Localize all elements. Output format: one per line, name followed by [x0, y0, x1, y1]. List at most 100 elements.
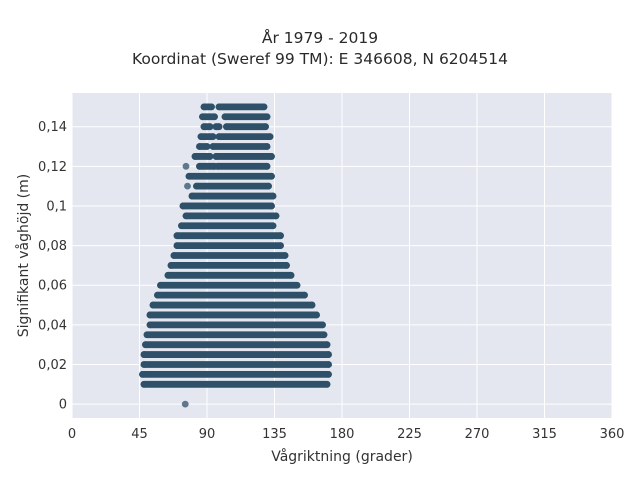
data-point: [140, 380, 148, 388]
data-point: [196, 143, 203, 150]
data-point: [197, 133, 205, 140]
x-tick-label: 0: [68, 427, 76, 442]
data-point: [211, 113, 218, 121]
data-point: [173, 232, 181, 240]
x-axis-ticks: 0 45 90 135 180 225 270 315 360: [68, 427, 625, 442]
data-point: [181, 400, 189, 408]
data-point: [139, 371, 146, 378]
data-point: [146, 321, 154, 329]
chart-subtitle: Koordinat (Sweref 99 TM): E 346608, N 62…: [132, 50, 508, 68]
data-point: [281, 252, 289, 259]
data-point: [293, 281, 301, 289]
data-point: [203, 143, 211, 150]
data-point: [263, 113, 271, 121]
data-point: [277, 232, 284, 240]
data-point: [263, 162, 271, 170]
y-axis-label: Signifikant våghöjd (m): [15, 174, 32, 337]
data-point: [170, 252, 178, 259]
y-tick-label: 0,02: [38, 358, 67, 373]
x-tick-label: 45: [131, 427, 148, 442]
data-point: [287, 271, 295, 279]
data-point: [149, 301, 157, 309]
data-point: [269, 222, 277, 230]
data-point: [308, 301, 316, 309]
data-point: [268, 153, 275, 160]
data-point: [215, 123, 223, 131]
x-tick-label: 225: [397, 427, 422, 442]
data-point: [320, 331, 328, 339]
data-point: [200, 103, 208, 111]
data-points: [139, 103, 332, 408]
data-point: [199, 113, 206, 121]
data-point: [193, 182, 200, 190]
data-point: [268, 172, 275, 180]
data-point: [200, 123, 208, 131]
data-point: [146, 311, 154, 319]
data-point: [277, 242, 284, 249]
y-tick-label: 0,1: [46, 199, 67, 214]
data-point: [325, 361, 332, 368]
x-tick-label: 315: [532, 427, 557, 442]
x-tick-label: 180: [330, 427, 355, 442]
data-point: [164, 271, 172, 279]
data-point: [262, 123, 269, 131]
data-point: [140, 361, 148, 368]
data-point: [265, 182, 272, 190]
data-point: [214, 162, 221, 170]
data-point: [196, 162, 203, 170]
data-point: [215, 133, 223, 140]
data-point: [208, 103, 215, 111]
y-axis-ticks: 0 0,02 0,04 0,06 0,08 0,1 0,12 0,14: [38, 120, 67, 412]
data-point: [221, 113, 229, 121]
data-point: [209, 143, 217, 150]
data-point: [157, 281, 164, 289]
data-point: [263, 143, 271, 150]
x-tick-label: 90: [199, 427, 216, 442]
data-point: [154, 291, 161, 299]
data-point: [206, 123, 214, 131]
data-point: [283, 262, 290, 269]
data-point: [206, 153, 214, 160]
data-point: [268, 202, 275, 210]
data-point: [215, 103, 223, 111]
data-point: [182, 212, 190, 220]
data-point: [272, 212, 280, 220]
x-tick-label: 135: [262, 427, 287, 442]
data-point: [167, 262, 175, 269]
y-tick-label: 0,08: [38, 239, 67, 254]
data-point: [323, 341, 331, 349]
data-point: [209, 133, 217, 140]
data-point: [325, 351, 332, 358]
data-point: [191, 153, 199, 160]
x-tick-label: 270: [465, 427, 490, 442]
data-point: [223, 123, 230, 131]
data-point: [140, 351, 148, 358]
data-point: [178, 222, 185, 230]
data-point: [325, 371, 332, 378]
data-point: [323, 380, 331, 388]
y-tick-label: 0,14: [38, 120, 67, 135]
data-point: [173, 242, 181, 249]
data-point: [182, 162, 190, 170]
data-point: [266, 133, 274, 140]
data-point: [212, 153, 220, 160]
data-point: [185, 172, 193, 180]
data-point: [319, 321, 326, 329]
y-tick-label: 0,06: [38, 279, 67, 294]
data-point: [184, 182, 191, 190]
data-point: [269, 192, 277, 200]
data-point: [301, 291, 308, 299]
x-axis-label: Vågriktning (grader): [271, 448, 413, 465]
data-point: [179, 202, 187, 210]
y-tick-label: 0,04: [38, 318, 67, 333]
data-point: [260, 103, 268, 111]
x-tick-label: 360: [600, 427, 625, 442]
data-point: [188, 192, 196, 200]
y-tick-label: 0: [59, 398, 67, 413]
data-point: [142, 341, 149, 349]
data-point: [143, 331, 151, 339]
y-tick-label: 0,12: [38, 160, 67, 175]
chart-title: År 1979 - 2019: [261, 29, 379, 47]
data-point: [313, 311, 320, 319]
